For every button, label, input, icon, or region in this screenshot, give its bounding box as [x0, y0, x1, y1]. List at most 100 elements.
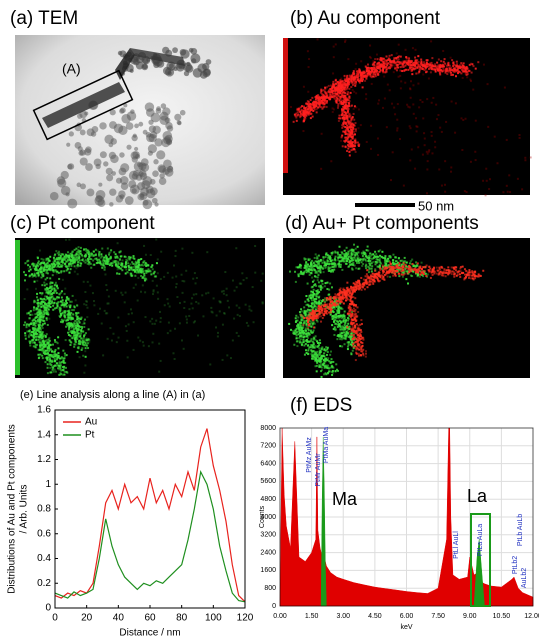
pixel — [128, 265, 130, 267]
pixel — [82, 355, 84, 357]
pixel — [43, 313, 45, 315]
pixel — [64, 293, 66, 295]
pixel — [126, 330, 128, 332]
pixel — [303, 110, 305, 112]
pixel — [524, 159, 526, 161]
pixel — [79, 254, 81, 256]
pixel — [311, 326, 313, 328]
pixel — [350, 343, 352, 345]
pixel — [347, 317, 349, 319]
pixel — [378, 66, 380, 68]
pixel — [355, 248, 357, 250]
pixel — [61, 302, 63, 304]
pixel — [83, 322, 85, 324]
pixel — [434, 141, 436, 143]
pixel — [37, 303, 39, 305]
pixel — [60, 255, 62, 257]
pixel — [223, 290, 225, 292]
pixel — [318, 344, 320, 346]
pixel — [303, 106, 305, 108]
pixel — [73, 305, 75, 307]
pixel — [38, 309, 40, 311]
pixel — [61, 297, 63, 299]
pixel — [54, 358, 56, 360]
pixel — [56, 287, 58, 289]
pixel — [323, 349, 325, 351]
pixel — [46, 333, 48, 335]
pixel — [35, 322, 37, 324]
pixel — [62, 262, 64, 264]
pixel — [140, 271, 142, 273]
pixel — [416, 130, 418, 132]
pixel — [40, 276, 42, 278]
pixel — [430, 40, 432, 42]
pixel — [79, 262, 81, 264]
pixel — [321, 133, 323, 135]
pixel — [346, 260, 348, 262]
pixel — [297, 273, 299, 275]
pixel — [346, 263, 348, 265]
pixel — [427, 59, 429, 61]
pixel — [193, 321, 195, 323]
particle — [141, 163, 150, 172]
pixel — [74, 249, 76, 251]
pixel — [382, 72, 384, 74]
pixel — [209, 363, 211, 365]
pixel — [312, 331, 314, 333]
pixel — [105, 263, 107, 265]
tem-image: (A) — [15, 35, 265, 209]
pixel — [483, 64, 485, 66]
pixel — [48, 296, 50, 298]
pixel — [487, 126, 489, 128]
pixel — [342, 112, 344, 114]
pixel — [296, 331, 298, 333]
pixel — [372, 60, 374, 62]
pixel — [316, 108, 318, 110]
pixel — [318, 261, 320, 263]
pixel — [70, 337, 72, 339]
pixel — [310, 113, 312, 115]
pixel — [362, 76, 364, 78]
particle — [68, 163, 75, 170]
pixel — [135, 261, 137, 263]
pixel — [125, 325, 127, 327]
pixel — [144, 291, 146, 293]
pixel — [353, 91, 355, 93]
pixel — [443, 61, 445, 63]
pixel — [311, 277, 313, 279]
pixel — [366, 75, 368, 77]
pixel — [388, 67, 390, 69]
pixel — [54, 341, 56, 343]
pixel — [345, 99, 347, 101]
pixel — [419, 69, 421, 71]
particle — [85, 163, 93, 171]
pixel — [57, 347, 59, 349]
pixel — [351, 259, 353, 261]
pixel — [409, 63, 411, 65]
pixel — [115, 260, 117, 262]
pixel — [68, 309, 70, 311]
pixel — [76, 321, 78, 323]
pixel — [345, 334, 347, 336]
pixel — [414, 49, 416, 51]
pixel — [182, 280, 184, 282]
pixel — [205, 292, 207, 294]
pixel — [409, 106, 411, 108]
pixel — [36, 280, 38, 282]
pixel — [306, 310, 308, 312]
pixel — [26, 330, 28, 332]
pixel — [295, 321, 297, 323]
pixel — [370, 57, 372, 59]
pixel — [405, 69, 407, 71]
pixel — [299, 311, 301, 313]
pixel — [312, 302, 314, 304]
pixel — [183, 307, 185, 309]
pixel — [355, 92, 357, 94]
pixel — [375, 256, 377, 258]
pixel — [207, 292, 209, 294]
pixel — [354, 81, 356, 83]
pixel — [306, 271, 308, 273]
pixel — [325, 346, 327, 348]
pixel — [346, 78, 348, 80]
pixel — [391, 103, 393, 105]
